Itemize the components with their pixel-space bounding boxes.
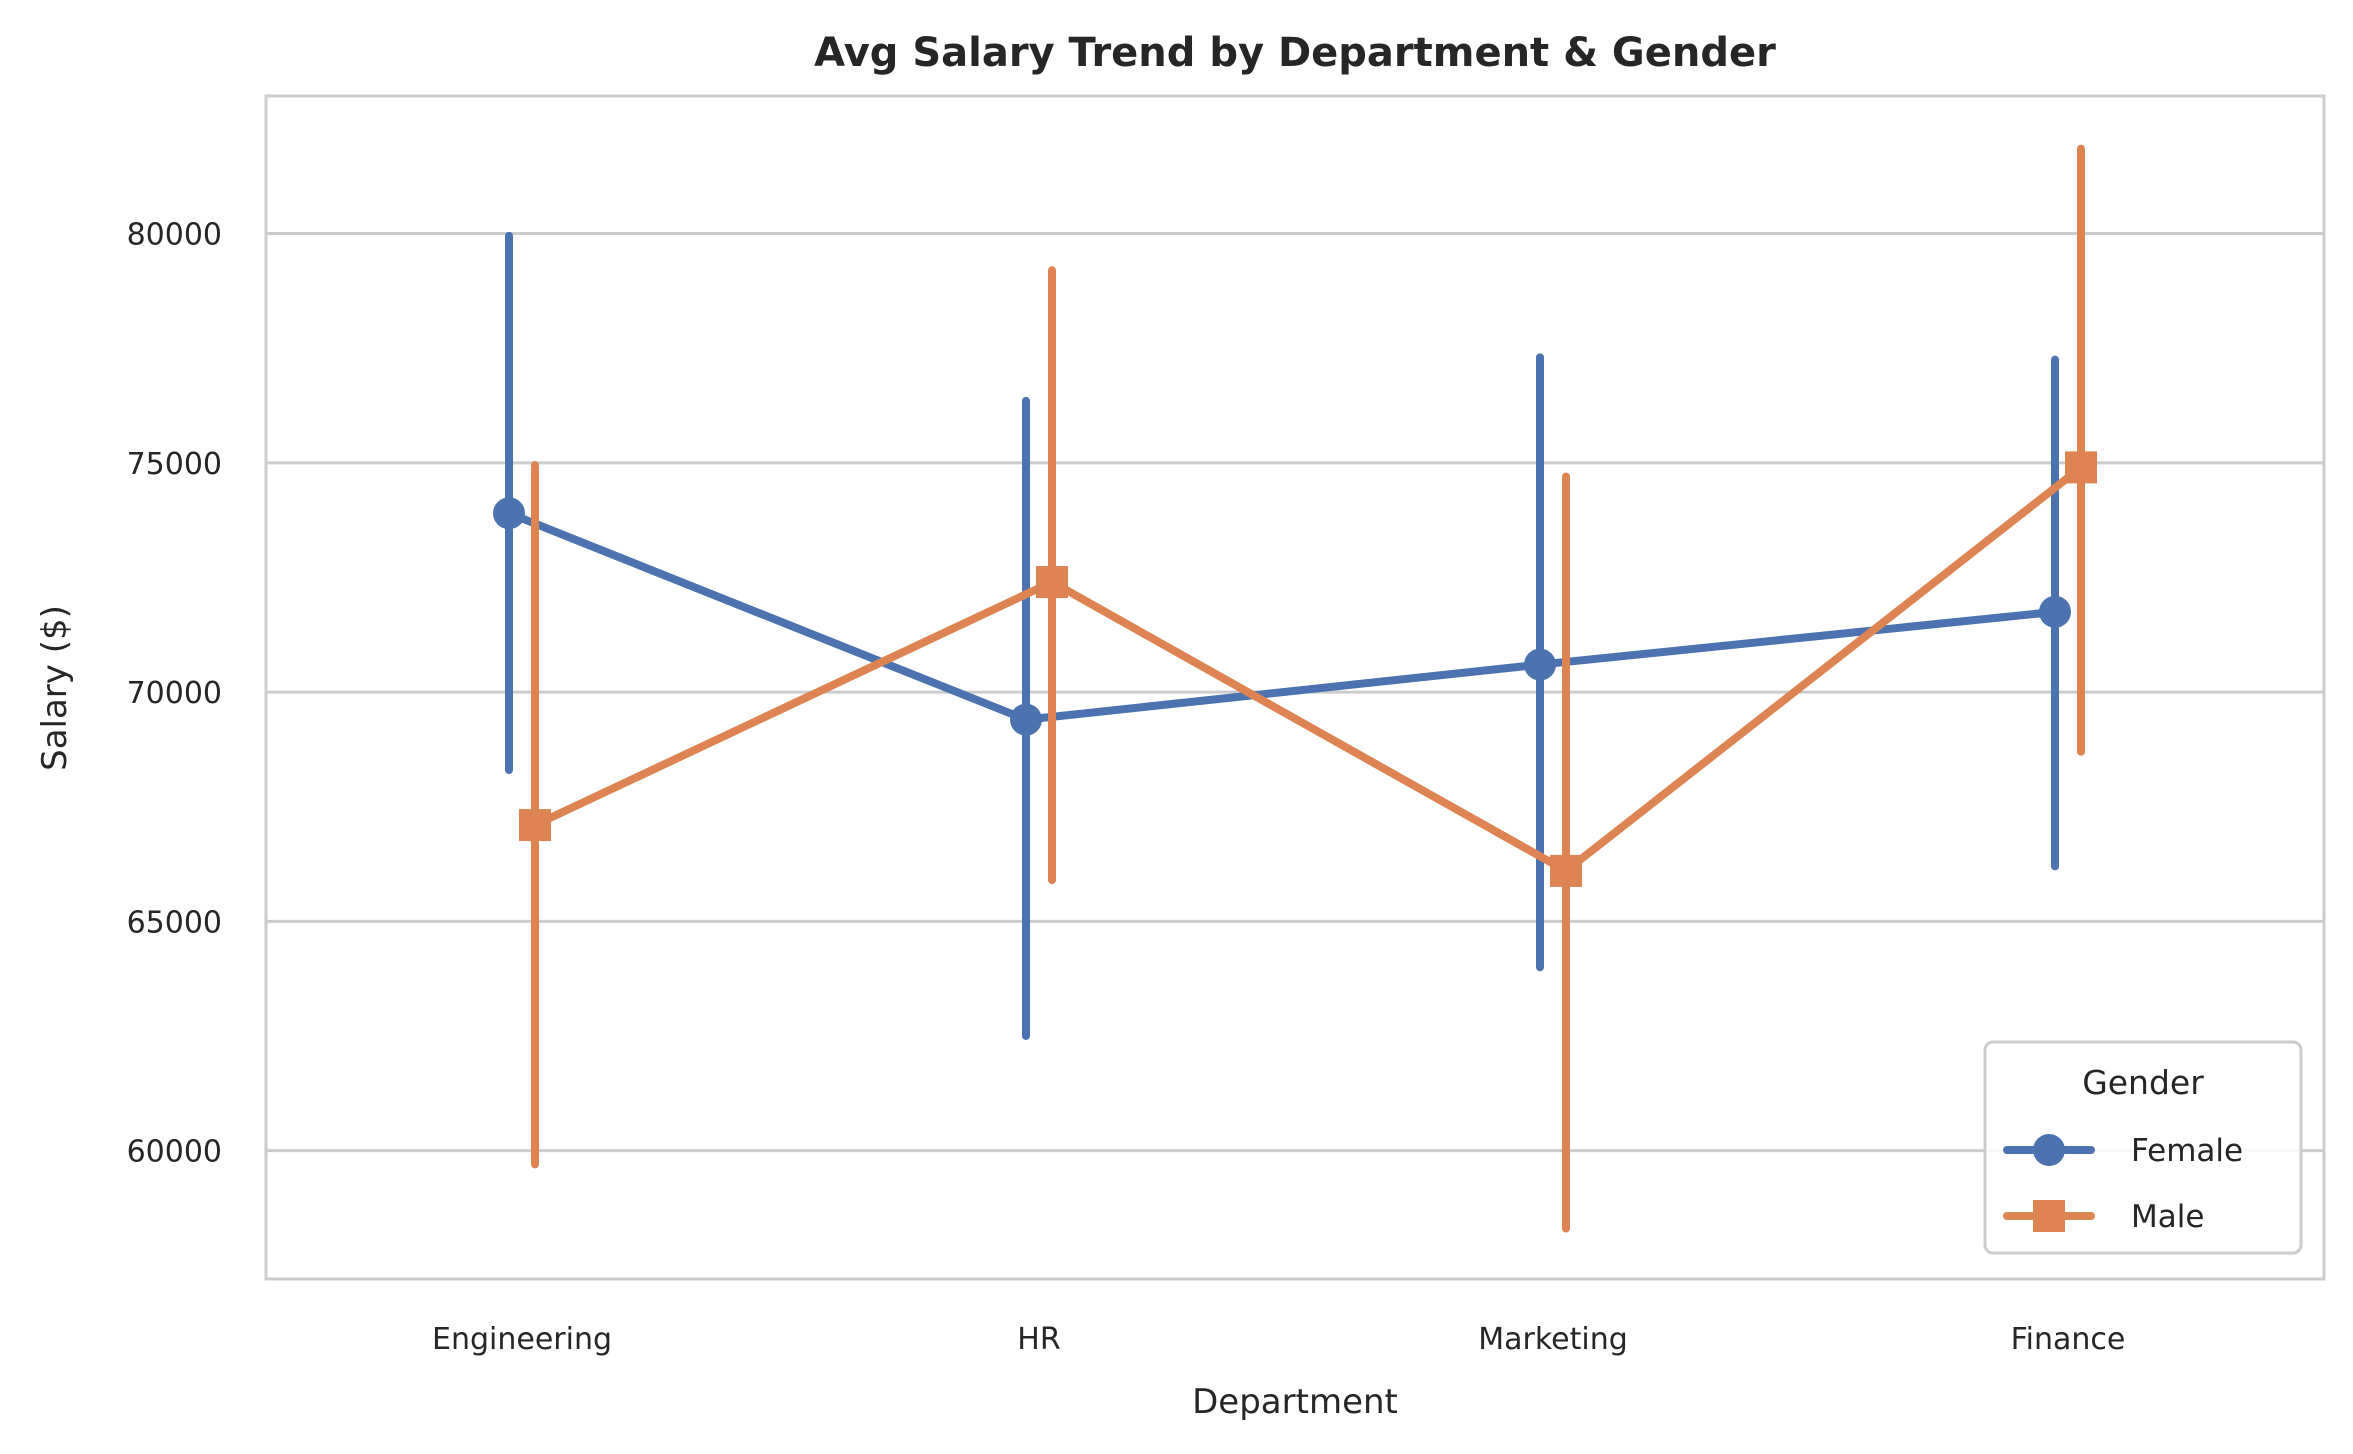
data-point-female [493, 497, 525, 530]
y-tick-label: 65000 [127, 905, 222, 940]
legend: Gender Female Male [1983, 1040, 2303, 1255]
x-tick-labels: Engineering HR Marketing Finance [432, 1322, 2125, 1357]
legend-label-female: Female [2131, 1133, 2243, 1169]
data-point-female [1524, 648, 1556, 681]
legend-marker-male [2033, 1200, 2065, 1232]
series-female [493, 231, 2071, 1040]
x-tick-label: Finance [2011, 1322, 2126, 1357]
y-tick-labels: 60000 65000 70000 75000 80000 [127, 218, 222, 1170]
y-tick-label: 70000 [127, 676, 222, 711]
data-point-male [519, 809, 551, 842]
y-tick-label: 60000 [127, 1135, 222, 1170]
data-point-male [1036, 566, 1068, 599]
series-line-male [533, 464, 2084, 875]
data-point-male [1550, 854, 1582, 887]
data-point-female [2039, 595, 2071, 628]
legend-marker-female [2033, 1134, 2065, 1166]
data-point-female [1010, 703, 1042, 736]
legend-entry-male: Male [2003, 1199, 2204, 1235]
legend-title: Gender [2082, 1063, 2204, 1102]
y-tick-label: 80000 [127, 218, 222, 253]
x-axis-label: Department [1192, 1382, 1398, 1422]
series-line-female [507, 509, 2056, 724]
data-point-male [2065, 451, 2097, 484]
y-tick-label: 75000 [127, 447, 222, 482]
chart-title: Avg Salary Trend by Department & Gender [814, 30, 1776, 76]
series-male [519, 144, 2097, 1233]
y-axis-label: Salary ($) [35, 605, 75, 771]
legend-entries: Female Male [2003, 1133, 2243, 1235]
plot-frame [264, 94, 2326, 1281]
legend-label-male: Male [2131, 1199, 2204, 1235]
x-tick-label: Engineering [432, 1322, 612, 1357]
legend-entry-female: Female [2003, 1133, 2243, 1169]
series-layer [493, 144, 2097, 1233]
x-tick-label: HR [1017, 1322, 1060, 1357]
x-tick-label: Marketing [1478, 1322, 1628, 1357]
